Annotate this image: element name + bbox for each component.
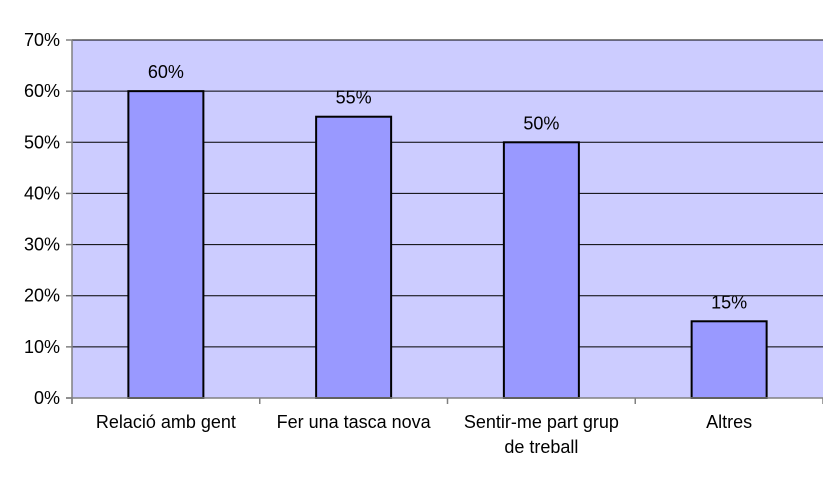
category-label-0: Relació amb gent xyxy=(96,412,236,432)
data-label-0: 60% xyxy=(148,62,184,82)
category-label-1: Fer una tasca nova xyxy=(277,412,432,432)
axes xyxy=(66,40,823,404)
y-tick-label-5: 50% xyxy=(24,132,60,152)
category-labels: Relació amb gent Fer una tasca nova Sentir… xyxy=(96,412,752,457)
data-label-3: 15% xyxy=(711,292,747,312)
y-tick-label-1: 10% xyxy=(24,337,60,357)
bar-2 xyxy=(502,141,580,399)
data-labels: 60% 55% 50% 15% xyxy=(148,62,747,312)
category-label-2-line-0: Sentir-me part grup xyxy=(464,412,619,432)
category-label-2-line-1: de treball xyxy=(504,437,578,457)
y-tick-label-4: 40% xyxy=(24,183,60,203)
bar-0 xyxy=(127,90,205,400)
data-label-1: 55% xyxy=(336,88,372,108)
y-tick-label-2: 20% xyxy=(24,286,60,306)
bar-1 xyxy=(315,115,393,399)
category-label-3: Altres xyxy=(706,412,752,432)
bar-3 xyxy=(690,320,768,399)
y-axis-ticks: 0% 10% 20% 30% 40% 50% 60% 70% xyxy=(24,30,72,408)
y-tick-label-6: 60% xyxy=(24,81,60,101)
y-tick-label-0: 0% xyxy=(34,388,60,408)
data-label-2: 50% xyxy=(523,113,559,133)
y-tick-label-7: 70% xyxy=(24,30,60,50)
y-tick-label-3: 30% xyxy=(24,235,60,255)
